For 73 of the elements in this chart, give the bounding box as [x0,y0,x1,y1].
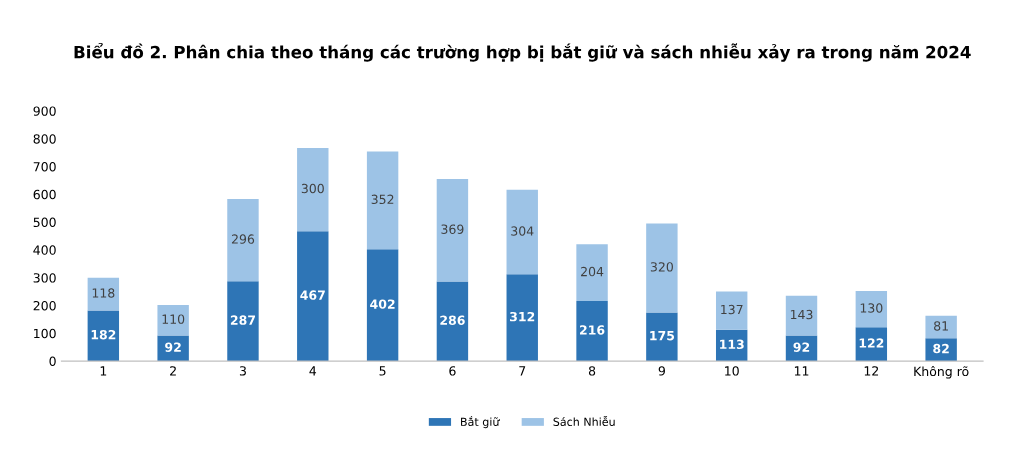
y-tick-label: 700 [33,161,56,172]
data-label: 296 [231,234,255,244]
bar [297,147,329,232]
bar [297,231,329,362]
data-label: 182 [91,329,116,340]
bar [436,281,469,362]
bar [366,249,399,362]
data-label: 118 [92,288,115,298]
x-tick-label: 3 [239,366,246,376]
legend-label: Bắt giữ [461,416,500,429]
x-tick-label: 8 [588,366,596,376]
x-tick-label: 1 [100,366,107,376]
x-tick-label: 12 [864,366,879,376]
x-tick-label: 7 [519,366,526,376]
bar [87,310,120,362]
bar [87,277,120,311]
y-tick-label: 0 [49,356,56,367]
data-label: 175 [650,331,675,341]
y-tick-label: 100 [34,328,56,339]
x-tick-label: 10 [725,366,739,376]
bar [366,151,399,250]
data-label: 304 [511,226,534,236]
bar [715,291,748,330]
y-tick-label: 600 [33,189,56,200]
chart-title: Biểu đồ 2. Phân chia theo tháng các trường hợp bị bắt giữ và sách nhiễu xảy ra trong năm 2024 [74,42,971,62]
x-tick-label: 6 [449,366,456,376]
bar [506,274,538,362]
x-tick-label: 5 [379,366,386,376]
data-label: 312 [510,311,535,322]
data-label: 143 [790,309,813,320]
data-label: 369 [441,224,464,234]
data-label: 352 [371,194,394,205]
legend-label: Sách Nhiễu [553,416,615,426]
x-tick-label: Không rõ [914,365,969,379]
bar [157,304,189,336]
x-tick-label: 11 [794,366,809,376]
bar [576,244,608,302]
y-tick-label: 900 [33,106,56,116]
y-tick-label: 400 [33,245,56,255]
bar [576,301,608,362]
bar [227,281,259,362]
data-label: 113 [720,339,744,349]
data-label: 300 [301,183,324,194]
x-tick-label: 4 [309,366,317,376]
data-label: 122 [859,338,884,348]
data-label: 81 [934,321,948,331]
y-tick-label: 800 [33,134,56,144]
data-label: 130 [860,303,883,313]
data-label: 467 [300,290,325,300]
bar [506,189,538,275]
data-label: 110 [162,314,185,324]
data-label: 82 [933,343,949,354]
bar [785,295,818,336]
y-tick-label: 300 [33,273,56,283]
bar [646,223,678,313]
bar [436,179,469,282]
data-label: 402 [370,299,395,309]
data-label: 216 [580,325,605,335]
bar [227,199,259,282]
data-label: 92 [793,342,810,352]
data-label: 286 [440,315,465,325]
bar [925,315,957,339]
data-label: 204 [581,266,604,277]
x-tick-label: 9 [658,366,665,376]
bar [646,312,678,362]
y-tick-label: 500 [33,217,56,228]
x-tick-label: 2 [170,366,176,376]
data-label: 287 [230,315,256,325]
data-label: 137 [721,304,743,315]
bar [855,291,888,328]
data-label: 320 [650,262,673,272]
data-label: 92 [165,342,181,352]
y-tick-label: 200 [33,300,56,311]
